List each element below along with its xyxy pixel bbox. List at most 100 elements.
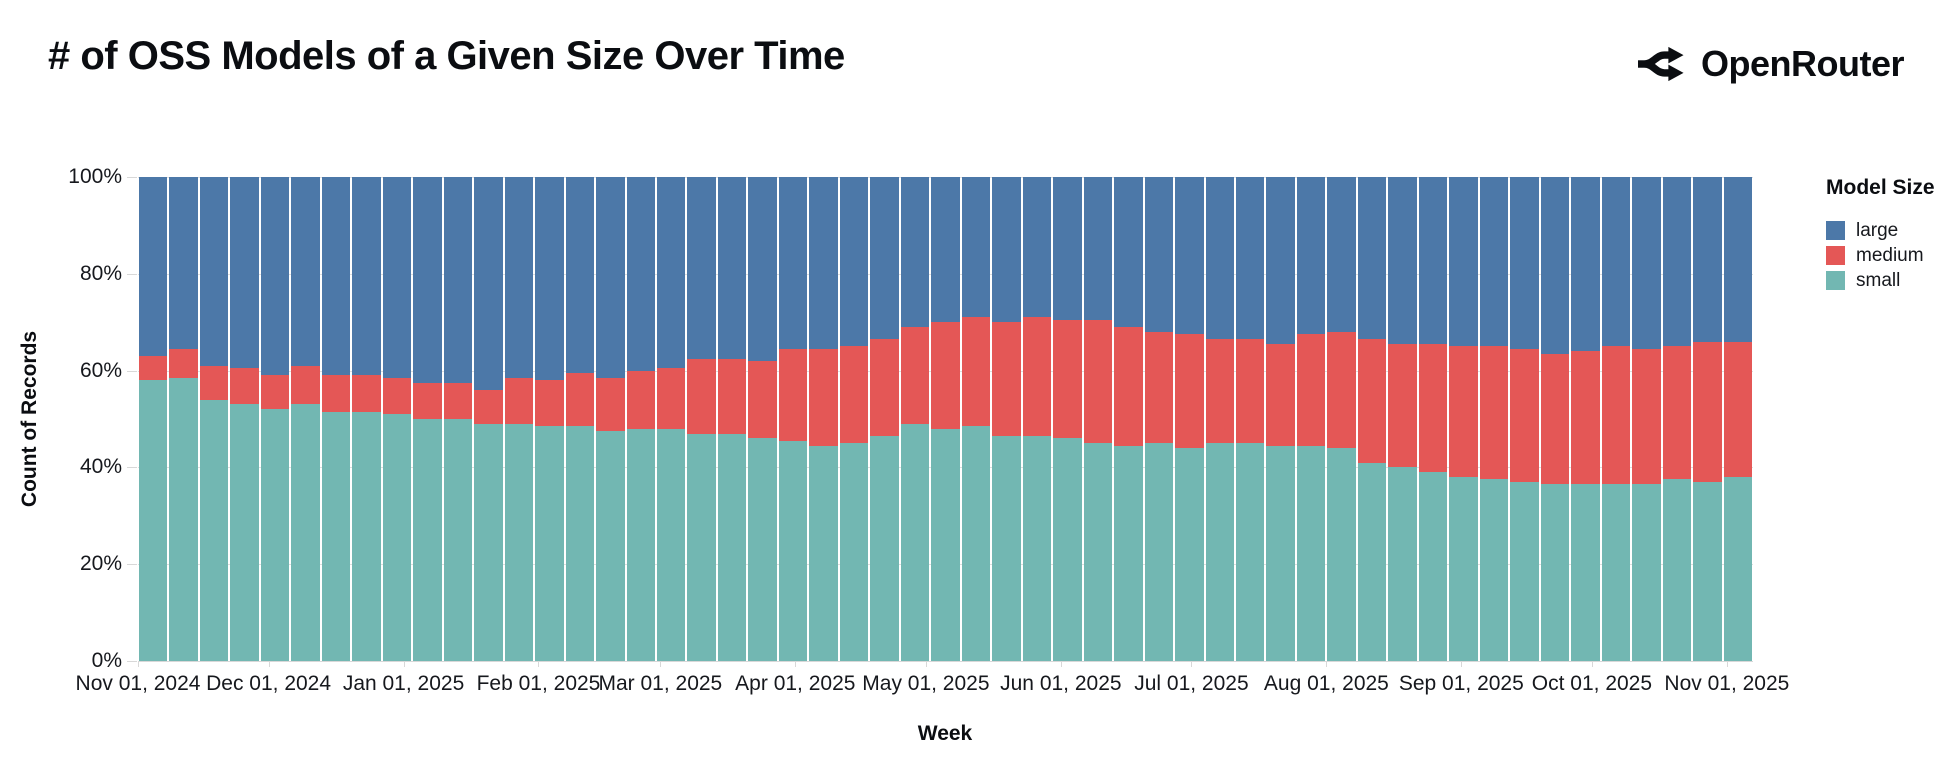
bar-segment-large[interactable] <box>1205 177 1234 340</box>
bar-segment-small[interactable] <box>992 435 1021 661</box>
bar-segment-medium[interactable] <box>352 375 381 412</box>
bar-segment-large[interactable] <box>1510 177 1539 349</box>
bar-segment-large[interactable] <box>1723 177 1752 342</box>
bar-segment-medium[interactable] <box>1266 343 1295 446</box>
bar-segment-medium[interactable] <box>1479 346 1509 480</box>
bar-segment-medium[interactable] <box>1540 353 1570 485</box>
bar-segment-medium[interactable] <box>199 365 229 400</box>
bar-segment-medium[interactable] <box>1510 348 1539 482</box>
bar-segment-medium[interactable] <box>474 389 503 424</box>
bar-segment-small[interactable] <box>382 414 412 661</box>
bar-segment-small[interactable] <box>535 426 564 661</box>
bar-segment-small[interactable] <box>839 443 869 661</box>
bar-segment-large[interactable] <box>778 177 808 349</box>
bar-segment-large[interactable] <box>1266 177 1295 344</box>
legend-item-medium[interactable]: medium <box>1826 243 1935 268</box>
bar-segment-small[interactable] <box>1327 448 1356 661</box>
bar-segment-large[interactable] <box>1693 177 1722 342</box>
bar-segment-large[interactable] <box>169 177 198 349</box>
bar-segment-medium[interactable] <box>382 377 412 415</box>
bar-segment-small[interactable] <box>1540 484 1570 661</box>
bar-segment-medium[interactable] <box>657 368 686 429</box>
bar-segment-medium[interactable] <box>139 356 168 381</box>
bar-segment-small[interactable] <box>321 411 351 661</box>
bar-segment-medium[interactable] <box>1571 351 1600 485</box>
bar-segment-large[interactable] <box>992 177 1021 323</box>
bar-segment-medium[interactable] <box>504 377 534 424</box>
bar-segment-medium[interactable] <box>565 373 595 427</box>
bar-segment-medium[interactable] <box>870 339 899 436</box>
bar-segment-medium[interactable] <box>809 348 838 446</box>
bar-segment-small[interactable] <box>1235 443 1265 661</box>
bar-segment-small[interactable] <box>870 435 899 661</box>
bar-segment-large[interactable] <box>657 177 686 369</box>
bar-segment-medium[interactable] <box>1662 346 1692 480</box>
bar-segment-medium[interactable] <box>687 358 716 434</box>
bar-segment-medium[interactable] <box>1418 343 1448 473</box>
bar-segment-medium[interactable] <box>169 348 198 378</box>
bar-segment-large[interactable] <box>139 177 168 357</box>
bar-segment-medium[interactable] <box>1114 327 1143 446</box>
bar-segment-small[interactable] <box>1571 484 1600 661</box>
bar-segment-medium[interactable] <box>748 360 777 439</box>
bar-segment-large[interactable] <box>961 177 991 318</box>
bar-segment-small[interactable] <box>474 423 503 661</box>
bar-segment-small[interactable] <box>1479 479 1509 661</box>
bar-segment-small[interactable] <box>1083 443 1113 661</box>
bar-segment-small[interactable] <box>260 409 290 661</box>
bar-segment-small[interactable] <box>1266 445 1295 661</box>
bar-segment-large[interactable] <box>1235 177 1265 340</box>
bar-segment-medium[interactable] <box>321 375 351 412</box>
bar-segment-small[interactable] <box>352 411 381 661</box>
bar-segment-small[interactable] <box>961 426 991 661</box>
bar-segment-large[interactable] <box>1388 177 1417 344</box>
bar-segment-large[interactable] <box>1175 177 1204 335</box>
bar-segment-medium[interactable] <box>1235 339 1265 444</box>
bar-segment-medium[interactable] <box>1357 339 1387 463</box>
bar-segment-medium[interactable] <box>1601 346 1631 485</box>
bar-segment-small[interactable] <box>139 380 168 661</box>
bar-segment-small[interactable] <box>1388 467 1417 661</box>
bar-segment-medium[interactable] <box>626 370 656 429</box>
bar-segment-small[interactable] <box>199 399 229 661</box>
bar-segment-large[interactable] <box>1144 177 1174 332</box>
openrouter-logo[interactable]: OpenRouter <box>1635 38 1905 90</box>
bar-segment-large[interactable] <box>1418 177 1448 344</box>
bar-segment-large[interactable] <box>230 177 259 369</box>
bar-segment-large[interactable] <box>382 177 412 378</box>
bar-segment-small[interactable] <box>1053 438 1082 661</box>
bar-segment-medium[interactable] <box>900 327 930 424</box>
bar-segment-large[interactable] <box>1083 177 1113 320</box>
bar-segment-medium[interactable] <box>839 346 869 444</box>
bar-segment-small[interactable] <box>413 418 442 661</box>
bar-segment-small[interactable] <box>1144 443 1174 661</box>
bar-segment-medium[interactable] <box>596 377 625 432</box>
bar-segment-medium[interactable] <box>1296 334 1326 446</box>
bar-segment-large[interactable] <box>352 177 381 376</box>
bar-segment-large[interactable] <box>1296 177 1326 335</box>
legend-item-large[interactable]: large <box>1826 218 1935 243</box>
bar-segment-large[interactable] <box>626 177 656 371</box>
bar-segment-small[interactable] <box>1357 462 1387 661</box>
bar-segment-small[interactable] <box>1022 435 1052 661</box>
bar-segment-medium[interactable] <box>260 375 290 410</box>
bar-segment-medium[interactable] <box>1449 346 1478 478</box>
bar-segment-small[interactable] <box>626 428 656 661</box>
bar-segment-large[interactable] <box>900 177 930 328</box>
bar-segment-large[interactable] <box>1022 177 1052 318</box>
bar-segment-large[interactable] <box>1053 177 1082 320</box>
bar-segment-small[interactable] <box>1296 445 1326 661</box>
bar-segment-medium[interactable] <box>931 322 960 429</box>
bar-segment-small[interactable] <box>291 404 320 661</box>
bar-segment-small[interactable] <box>900 423 930 661</box>
bar-segment-small[interactable] <box>1601 484 1631 661</box>
bar-segment-medium[interactable] <box>1022 317 1052 436</box>
bar-segment-large[interactable] <box>199 177 229 366</box>
bar-segment-large[interactable] <box>596 177 625 378</box>
bar-segment-small[interactable] <box>230 404 259 661</box>
bar-segment-small[interactable] <box>1632 484 1661 661</box>
bar-segment-large[interactable] <box>1632 177 1661 349</box>
bar-segment-small[interactable] <box>809 445 838 661</box>
bar-segment-large[interactable] <box>687 177 716 359</box>
bar-segment-large[interactable] <box>1601 177 1631 347</box>
